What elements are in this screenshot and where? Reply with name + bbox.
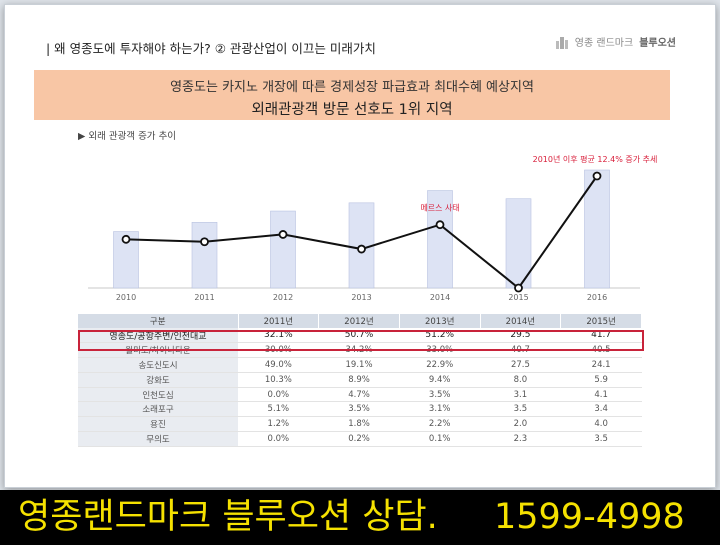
table-cell: 송도신도시 [78,357,238,373]
table-header: 2014년 [480,314,562,328]
table-cell: 0.0% [238,387,319,403]
table-cell: 강화도 [78,372,238,388]
table-cell: 용진 [78,416,238,433]
table-cell: 10.3% [238,372,319,388]
logo-brand: 블루오션 [639,38,676,49]
table-header-row: 구분 2011년 2012년 2013년 2014년 2015년 [78,314,642,328]
table-cell: 0.2% [318,431,400,447]
table-cell: 49.0% [238,357,319,373]
table-cell: 27.5 [480,357,561,373]
footer-phone: 1599-4998 [494,497,685,537]
table-header: 2013년 [399,314,481,328]
table-cell: 소래포구 [78,401,238,418]
table-cell: 3.5% [399,387,481,403]
footer-text: 영종랜드마크 블루오션 상담. [18,497,438,537]
table-cell: 8.0 [480,372,561,388]
table-cell: 4.7% [318,387,400,403]
table-row: 무의도 0.0% 0.2% 0.1% 2.3 3.5 [78,431,642,447]
table-cell: 8.9% [318,372,400,388]
destination-table: 구분 2011년 2012년 2013년 2014년 2015년 영종도/공항주… [78,314,642,447]
highlight-row-outline [78,330,644,351]
table-cell: 3.5 [480,401,561,418]
footer-banner: 영종랜드마크 블루오션 상담. 1599-4998 [0,490,720,545]
table-cell: 3.1 [480,387,561,403]
table-header: 2012년 [318,314,400,328]
table-row: 송도신도시 49.0% 19.1% 22.9% 27.5 24.1 [78,357,642,373]
brand-logo: 영종 랜드마크 블루오션 [555,34,676,49]
page-title: | 왜 영종도에 투자해야 하는가? ② 관광산업이 이끄는 미래가치 [46,41,376,56]
table-cell: 0.1% [399,431,481,447]
table-cell: 인천도심 [78,387,238,403]
table-cell: 22.9% [399,357,481,373]
table-cell: 2.0 [480,416,561,433]
table-cell: 3.4 [560,401,642,418]
banner-line-2: 외래관광객 방문 선호도 1위 지역 [251,102,453,118]
table-cell: 1.8% [318,416,400,433]
banner-line-1: 영종도는 카지노 개장에 따른 경제성장 파급효과 최대수혜 예상지역 [170,80,534,95]
table-cell: 1.2% [238,416,319,433]
table-cell: 19.1% [318,357,400,373]
table-cell: 5.9 [560,372,642,388]
table-cell: 9.4% [399,372,481,388]
building-icon [555,36,568,49]
table-header: 2015년 [560,314,642,328]
table-cell: 3.5 [560,431,642,447]
table-header: 2011년 [238,314,320,328]
highlight-banner: 영종도는 카지노 개장에 따른 경제성장 파급효과 최대수혜 예상지역 외래관광… [34,70,670,120]
chart-label: ▶ 외래 관광객 증가 추이 [78,131,177,142]
table-row: 인천도심 0.0% 4.7% 3.5% 3.1 4.1 [78,387,642,403]
table-cell: 0.0% [238,431,319,447]
table-cell: 24.1 [560,357,642,373]
table-cell: 3.5% [318,401,400,418]
table-row: 강화도 10.3% 8.9% 9.4% 8.0 5.9 [78,372,642,388]
table-cell: 4.0 [560,416,642,433]
table-row: 용진 1.2% 1.8% 2.2% 2.0 4.0 [78,416,642,433]
table-cell: 3.1% [399,401,481,418]
table-cell: 5.1% [238,401,319,418]
table-header: 구분 [78,314,239,328]
table-cell: 무의도 [78,431,238,447]
table-row: 소래포구 5.1% 3.5% 3.1% 3.5 3.4 [78,401,642,418]
logo-text: 영종 랜드마크 [574,38,634,49]
table-cell: 2.2% [399,416,481,433]
table-cell: 2.3 [480,431,561,447]
table-cell: 4.1 [560,387,642,403]
